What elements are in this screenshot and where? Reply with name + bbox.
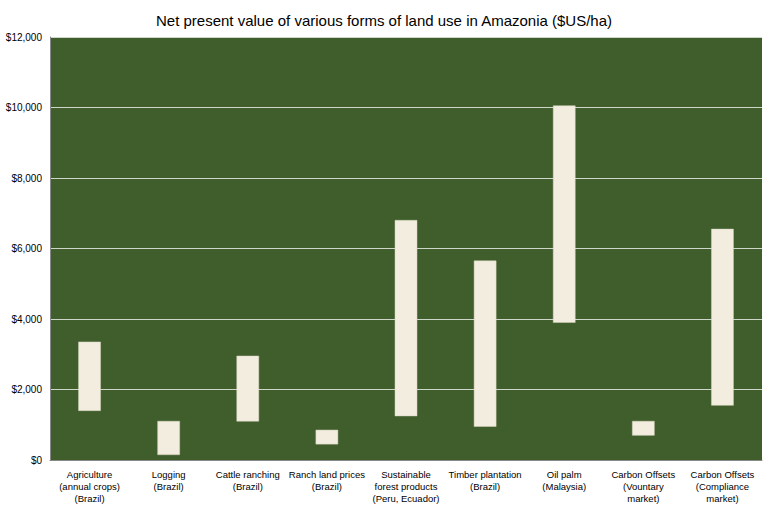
svg-text:(Brazil): (Brazil) [154,481,184,492]
svg-text:$2,000: $2,000 [11,384,42,395]
svg-text:market): market) [627,493,659,504]
svg-text:$10,000: $10,000 [6,102,43,113]
svg-text:(Peru, Ecuador): (Peru, Ecuador) [372,493,439,504]
svg-text:Ranch land prices: Ranch land prices [289,469,365,480]
svg-text:(annual crops): (annual crops) [59,481,120,492]
svg-text:Agriculture: Agriculture [67,469,112,480]
svg-text:(Brazil): (Brazil) [233,481,263,492]
svg-text:$8,000: $8,000 [11,173,42,184]
svg-text:forest products: forest products [375,481,438,492]
svg-text:(Brazil): (Brazil) [312,481,342,492]
svg-text:Timber plantation: Timber plantation [449,469,522,480]
svg-text:(Malaysia): (Malaysia) [542,481,586,492]
svg-text:Logging: Logging [152,469,186,480]
svg-text:Cattle ranching: Cattle ranching [216,469,280,480]
svg-text:$12,000: $12,000 [6,32,43,43]
svg-text:$6,000: $6,000 [11,243,42,254]
svg-text:(Compliance: (Compliance [696,481,749,492]
svg-text:Carbon Offsets: Carbon Offsets [691,469,755,480]
svg-text:(Brazil): (Brazil) [75,493,105,504]
svg-text:(Vountary: (Vountary [623,481,664,492]
svg-text:Sustainable: Sustainable [381,469,431,480]
svg-text:market): market) [706,493,738,504]
svg-text:$4,000: $4,000 [11,314,42,325]
svg-text:(Brazil): (Brazil) [470,481,500,492]
svg-text:Net present value of various f: Net present value of various forms of la… [156,12,612,29]
svg-text:$0: $0 [31,455,43,466]
svg-text:Oil palm: Oil palm [547,469,582,480]
svg-text:Carbon Offsets: Carbon Offsets [611,469,675,480]
